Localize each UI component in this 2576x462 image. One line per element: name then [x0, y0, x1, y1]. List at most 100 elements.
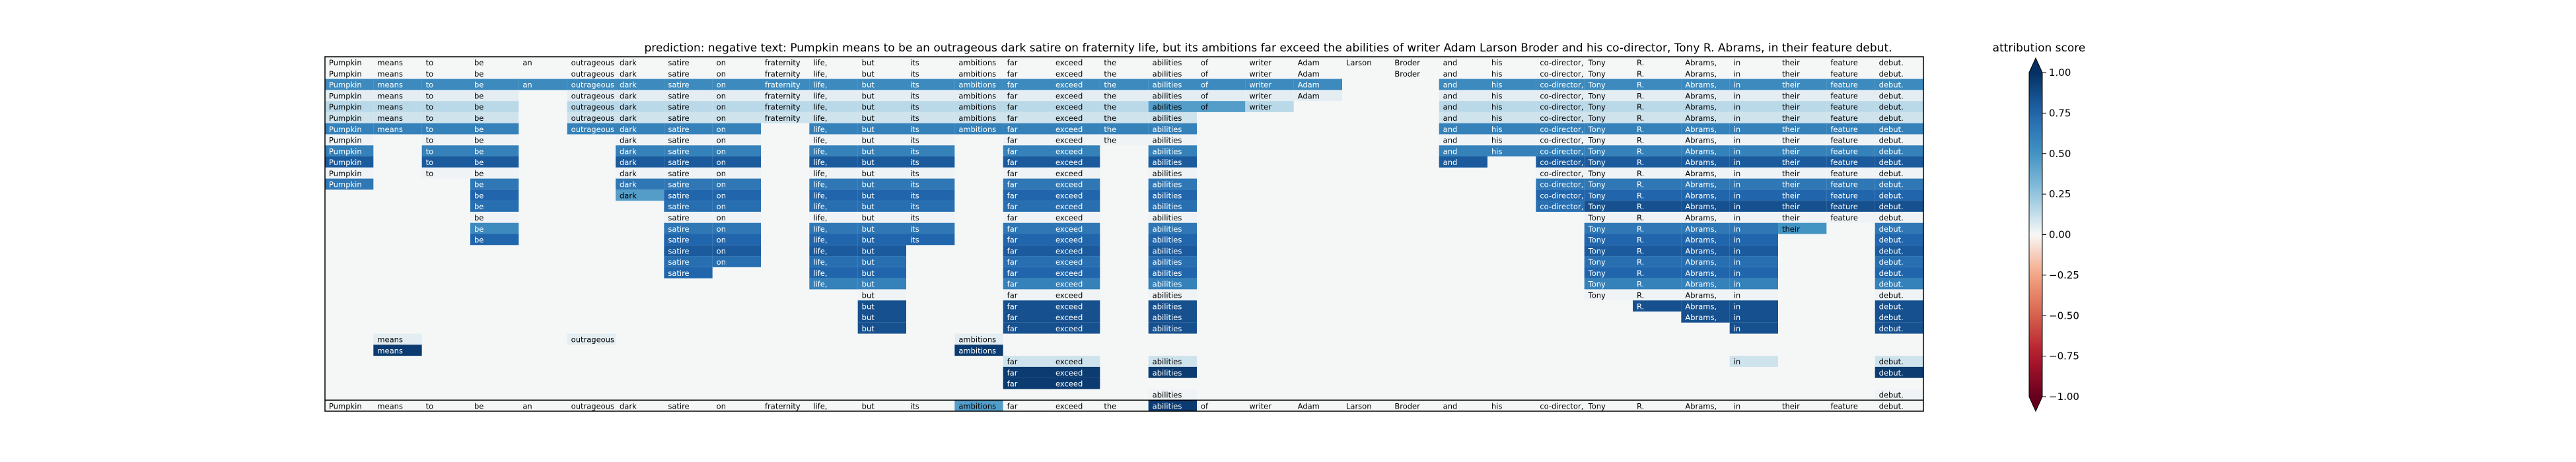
- token-label: fraternity: [765, 69, 801, 79]
- heatmap-row: Pumpkin means to be outrageous dark satire on fr…: [325, 112, 1923, 123]
- token-label: Adam: [1298, 91, 1320, 100]
- token-label: on: [717, 147, 726, 156]
- heatmap-cell: [809, 189, 858, 201]
- heatmap-cell: [1003, 145, 1052, 157]
- token-label: R.: [1637, 191, 1644, 200]
- token-label: R.: [1637, 147, 1644, 156]
- heatmap-cell: [1778, 145, 1827, 157]
- token-label: in: [1734, 191, 1740, 200]
- token-label: its: [910, 224, 919, 234]
- heatmap-cell: [1148, 222, 1197, 234]
- heatmap-cell: [1729, 201, 1778, 212]
- token-label: Tony: [1588, 147, 1606, 156]
- heatmap-cell: [325, 112, 374, 123]
- token-label: satire: [668, 114, 689, 123]
- token-label: outrageous: [571, 81, 614, 90]
- heatmap-cell: [906, 211, 955, 223]
- heatmap-cell: [1439, 90, 1487, 102]
- token-label: on: [717, 246, 726, 255]
- token-label: be: [474, 58, 483, 67]
- heatmap-cell: [809, 112, 858, 123]
- token-label: debut.: [1879, 125, 1904, 134]
- token-label: but: [862, 324, 875, 333]
- heatmap-cell: [1826, 189, 1875, 201]
- token-label: Abrams,: [1685, 290, 1717, 300]
- token-label: dark: [620, 136, 637, 145]
- token-label: ambitions: [958, 58, 996, 67]
- token-label: Tony: [1588, 202, 1606, 211]
- token-label: abilities: [1153, 91, 1182, 100]
- token-label: of: [1201, 91, 1209, 100]
- token-label: satire: [668, 191, 689, 200]
- token-label: ambitions: [958, 102, 996, 112]
- heatmap-cell: [567, 333, 616, 345]
- heatmap-cell: [421, 134, 470, 146]
- token-label: exceed: [1055, 169, 1083, 178]
- token-label: R.: [1637, 125, 1644, 134]
- token-label: Adam: [1298, 58, 1320, 67]
- heatmap-cell: [809, 145, 858, 157]
- heatmap-cell: [1633, 79, 1682, 90]
- token-label: far: [1007, 357, 1018, 366]
- heatmap-cell: [1293, 79, 1342, 90]
- token-label: far: [1007, 180, 1018, 189]
- token-label: but: [862, 302, 875, 311]
- heatmap-cell: [1148, 366, 1197, 378]
- token-label: Abrams,: [1685, 91, 1717, 100]
- heatmap-cell: [1584, 234, 1633, 246]
- token-label: debut.: [1879, 269, 1904, 278]
- heatmap-cell: [906, 134, 955, 146]
- token-label: dark: [620, 180, 637, 189]
- token-label: abilities: [1153, 401, 1182, 411]
- token-label: an: [522, 81, 532, 90]
- token-label: R.: [1637, 102, 1644, 112]
- token-label: life,: [813, 202, 827, 211]
- heatmap-cell: [470, 112, 519, 123]
- heatmap-cell: [761, 90, 810, 102]
- heatmap-cell: [1052, 178, 1100, 190]
- token-label: be: [474, 91, 483, 100]
- token-label: on: [717, 236, 726, 245]
- heatmap-row: Pumpkin means to be an outrageous dark satire on…: [329, 58, 1904, 67]
- heatmap-cell: [906, 145, 955, 157]
- heatmap-cell: [1875, 167, 1923, 179]
- token-label: far: [1007, 202, 1018, 211]
- heatmap-cell: [1148, 289, 1197, 301]
- token-label: be: [474, 401, 483, 411]
- token-label: its: [910, 236, 919, 245]
- token-label: to: [426, 69, 434, 79]
- heatmap-cell: [1197, 90, 1246, 102]
- token-label: co-director,: [1540, 158, 1583, 167]
- heatmap-cell: [1148, 256, 1197, 267]
- token-label: its: [910, 69, 919, 79]
- heatmap-cell: [325, 123, 374, 135]
- heatmap-cell: [1729, 167, 1778, 179]
- token-label: and: [1443, 81, 1458, 90]
- heatmap-cell: [809, 222, 858, 234]
- heatmap-cell: [664, 79, 713, 90]
- token-label: but: [862, 236, 875, 245]
- token-label: Abrams,: [1685, 401, 1717, 411]
- heatmap-cell: [1729, 356, 1778, 367]
- heatmap-cell: [712, 211, 761, 223]
- token-label: be: [474, 102, 483, 112]
- token-label: Pumpkin: [329, 102, 362, 112]
- heatmap-cell: [1729, 112, 1778, 123]
- token-label: life,: [813, 69, 827, 79]
- token-label: means: [377, 335, 403, 345]
- token-label: dark: [620, 125, 637, 134]
- token-label: to: [426, 158, 434, 167]
- heatmap-cell: [1197, 101, 1246, 112]
- token-label: far: [1007, 257, 1018, 267]
- token-label: feature: [1830, 202, 1858, 211]
- heatmap-cell: [1293, 90, 1342, 102]
- heatmap-cell: [1003, 211, 1052, 223]
- heatmap-cell: [1875, 145, 1923, 157]
- heatmap-cell: [1148, 311, 1197, 323]
- token-label: abilities: [1153, 191, 1182, 200]
- heatmap-cell: [1536, 112, 1585, 123]
- token-label: in: [1734, 269, 1740, 278]
- token-label: of: [1201, 69, 1209, 79]
- token-label: writer: [1249, 58, 1271, 67]
- heatmap-cell: [1826, 145, 1875, 157]
